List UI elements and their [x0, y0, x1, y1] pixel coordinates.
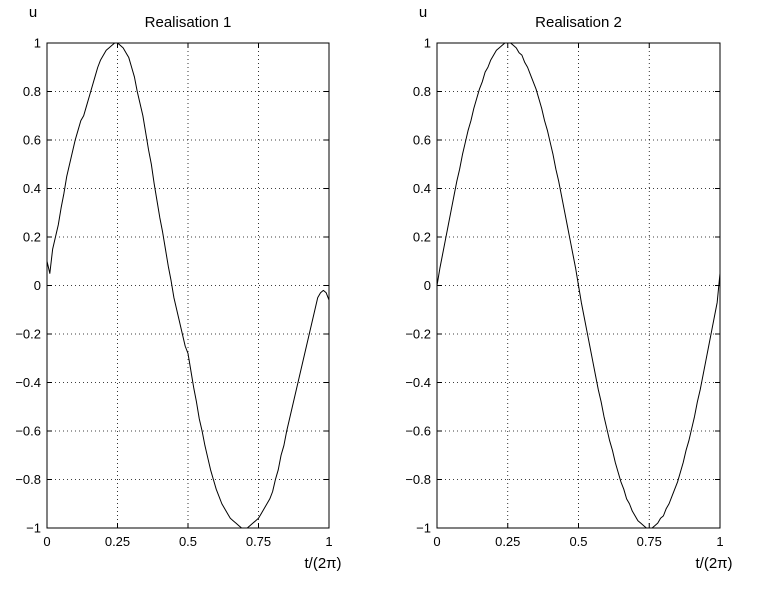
- y-tick-label: −0.2: [15, 327, 41, 342]
- y-tick-label: 0.2: [413, 230, 431, 245]
- panel-realisation-1: Realisation 1 u t/(2π) 0 0.25 0.5 0.75 1 −1 −0…: [15, 4, 341, 572]
- x-tick-label: 0.75: [637, 534, 662, 549]
- series-group: [436, 42, 721, 529]
- chart-title: Realisation 2: [535, 14, 622, 31]
- y-tick-label: −0.6: [405, 424, 431, 439]
- y-tick-label: −0.4: [15, 375, 41, 390]
- x-tick-label: 0.5: [179, 534, 197, 549]
- plot-frame: [436, 42, 721, 529]
- ticks: 0 0.25 0.5 0.75 1 −1 −0.8 −0.6 −0.4 −0.2 0 0.2 0.4 0.…: [15, 36, 332, 550]
- y-tick-label: 0.4: [23, 181, 41, 196]
- y-tick-label: −0.4: [405, 375, 431, 390]
- x-tick-label: 0.25: [105, 534, 130, 549]
- chart-title: Realisation 1: [145, 14, 232, 31]
- x-axis-label: t/(2π): [304, 555, 341, 572]
- y-tick-label: 0.8: [413, 84, 431, 99]
- series-line: [46, 42, 330, 529]
- x-tick-label: 1: [716, 534, 723, 549]
- y-tick-label: 0.4: [413, 181, 431, 196]
- y-axis-label: u: [419, 4, 427, 21]
- y-tick-label: 0.8: [23, 84, 41, 99]
- panel-realisation-2: Realisation 2 u t/(2π) 0 0.25 0.5 0.75 1 −1 −0…: [405, 4, 732, 572]
- y-tick-label: 0: [34, 278, 41, 293]
- y-tick-label: 1: [424, 36, 431, 51]
- x-tick-label: 0.75: [246, 534, 271, 549]
- y-tick-label: −0.6: [15, 424, 41, 439]
- grid: [437, 43, 720, 528]
- grid: [47, 43, 329, 528]
- y-tick-label: 0.6: [413, 133, 431, 148]
- plot-frame: [46, 42, 330, 529]
- x-axis-label: t/(2π): [695, 555, 732, 572]
- y-tick-label: −0.8: [405, 472, 431, 487]
- y-tick-label: −1: [416, 521, 431, 536]
- y-tick-label: 0.6: [23, 133, 41, 148]
- y-tick-label: 0: [424, 278, 431, 293]
- series-line: [436, 42, 721, 529]
- y-tick-label: −1: [26, 521, 41, 536]
- x-tick-label: 0: [433, 534, 440, 549]
- y-tick-label: 0.2: [23, 230, 41, 245]
- ticks: 0 0.25 0.5 0.75 1 −1 −0.8 −0.6 −0.4 −0.2 0 0.2 0.4 0.…: [405, 36, 723, 550]
- x-tick-label: 0.25: [495, 534, 520, 549]
- y-tick-label: −0.8: [15, 472, 41, 487]
- series-group: [46, 42, 330, 529]
- y-tick-label: 1: [34, 36, 41, 51]
- y-tick-label: −0.2: [405, 327, 431, 342]
- x-tick-label: 0: [43, 534, 50, 549]
- x-tick-label: 1: [325, 534, 332, 549]
- y-axis-label: u: [29, 4, 37, 21]
- x-tick-label: 0.5: [569, 534, 587, 549]
